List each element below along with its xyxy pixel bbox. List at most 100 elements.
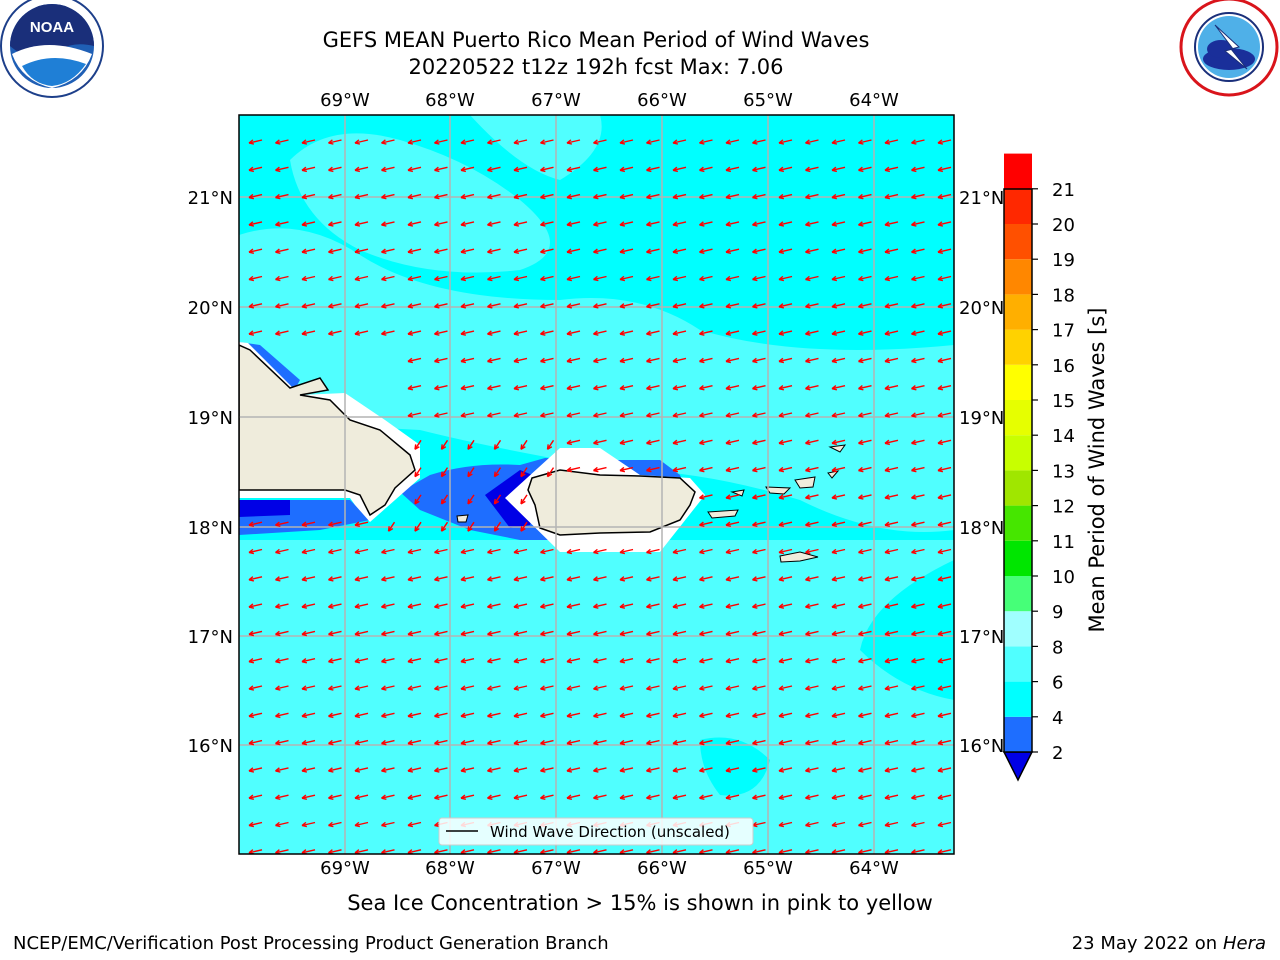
wind-arrow (858, 466, 872, 473)
wind-arrow (619, 439, 634, 446)
wind-arrow (566, 139, 581, 145)
wind-arrow (328, 739, 342, 746)
colorbar-segment (1004, 681, 1032, 717)
wind-arrow (619, 412, 634, 418)
wind-arrow (381, 330, 395, 336)
wind-arrow (884, 494, 899, 500)
wind-arrow (440, 439, 449, 450)
wind-arrow (354, 821, 369, 828)
wind-arrow (699, 166, 713, 173)
colorbar-tick-label: 21 (1052, 180, 1075, 201)
wind-arrow (884, 330, 899, 336)
wind-arrow (725, 330, 740, 336)
wind-arrow (884, 275, 899, 282)
wind-arrow (460, 576, 475, 582)
wind-arrow (646, 303, 660, 309)
wind-arrow (301, 139, 316, 145)
wind-arrow (911, 821, 925, 828)
wind-arrow (381, 685, 395, 691)
wind-arrow (434, 357, 448, 364)
wind-arrow (593, 658, 607, 664)
wind-arrow (831, 521, 846, 527)
wind-arrow (513, 630, 528, 637)
wind-arrow (493, 494, 502, 505)
wind-arrow (805, 357, 819, 364)
wind-arrow (937, 548, 952, 555)
wind-arrow (699, 630, 713, 637)
wind-arrow (354, 630, 369, 637)
wind-arrow (381, 576, 395, 582)
wind-arrow (301, 166, 316, 173)
wind-arrow (778, 139, 793, 145)
colorbar-tick-label: 15 (1052, 391, 1075, 412)
wind-arrow (513, 576, 528, 582)
wind-arrow (460, 548, 475, 555)
wind-arrow (513, 248, 528, 254)
wind-arrow (414, 521, 422, 532)
wind-arrow (778, 494, 793, 500)
wind-arrow (884, 357, 899, 364)
colorbar-segment (1004, 716, 1032, 752)
chart-subtitle: 20220522 t12z 192h fcst Max: 7.06 (408, 55, 784, 79)
wind-arrow (513, 303, 528, 309)
wind-arrow (487, 794, 501, 800)
wind-arrow (937, 166, 952, 173)
wind-arrow (434, 248, 448, 254)
wind-arrow (752, 139, 766, 145)
wind-arrow (646, 548, 660, 555)
wind-arrow (884, 193, 899, 200)
wind-arrow (937, 439, 952, 446)
wind-arrow (884, 412, 899, 418)
wind-arrow (831, 548, 846, 555)
wind-arrow (937, 139, 952, 145)
wind-arrow (434, 221, 448, 227)
wind-arrow (248, 221, 263, 227)
wind-arrow (414, 494, 422, 505)
wind-arrow (752, 712, 766, 719)
wind-arrow (937, 330, 952, 336)
wind-arrow (381, 193, 395, 200)
wind-arrow (301, 576, 316, 582)
wind-arrow (275, 548, 289, 555)
wind-arrow (672, 439, 687, 446)
wind-arrow (672, 166, 687, 173)
wind-arrow (434, 576, 448, 582)
wind-arrow (646, 385, 660, 391)
wind-arrow (805, 166, 819, 173)
wind-arrow (778, 548, 793, 555)
wind-arrow (487, 385, 501, 391)
wind-arrow (619, 466, 634, 473)
map-subtitle: Sea Ice Concentration > 15% is shown in … (347, 891, 933, 915)
wind-arrow (540, 385, 554, 391)
wind-arrow (725, 275, 740, 282)
wind-arrow (884, 739, 899, 746)
wind-arrow (831, 275, 846, 282)
wind-arrow (725, 193, 740, 200)
wind-arrow (619, 576, 634, 582)
wind-arrow (513, 193, 528, 200)
wind-arrow (778, 248, 793, 254)
wind-arrow (460, 193, 475, 200)
wind-arrow (911, 712, 925, 719)
wind-arrow (778, 794, 793, 800)
wind-arrow (858, 794, 872, 800)
wind-arrow (778, 166, 793, 173)
wind-arrow (937, 412, 952, 418)
credit-text: NCEP/EMC/Verification Post Processing Pr… (13, 933, 609, 954)
wind-arrow (831, 767, 846, 773)
wind-arrow (646, 193, 660, 200)
wind-arrow (672, 685, 687, 691)
wind-arrow (778, 521, 793, 527)
wind-arrow (646, 248, 660, 254)
lon-label-top: 68°W (425, 90, 475, 111)
wind-arrow (440, 521, 449, 532)
wind-arrow (434, 303, 448, 309)
wind-arrow (831, 739, 846, 746)
wind-arrow (699, 303, 713, 309)
wind-arrow (672, 303, 687, 309)
wind-arrow (407, 275, 422, 282)
wind-arrow (805, 794, 819, 800)
wind-arrow (831, 712, 846, 719)
lon-label-bottom: 66°W (637, 858, 687, 879)
wind-arrow (619, 739, 634, 746)
